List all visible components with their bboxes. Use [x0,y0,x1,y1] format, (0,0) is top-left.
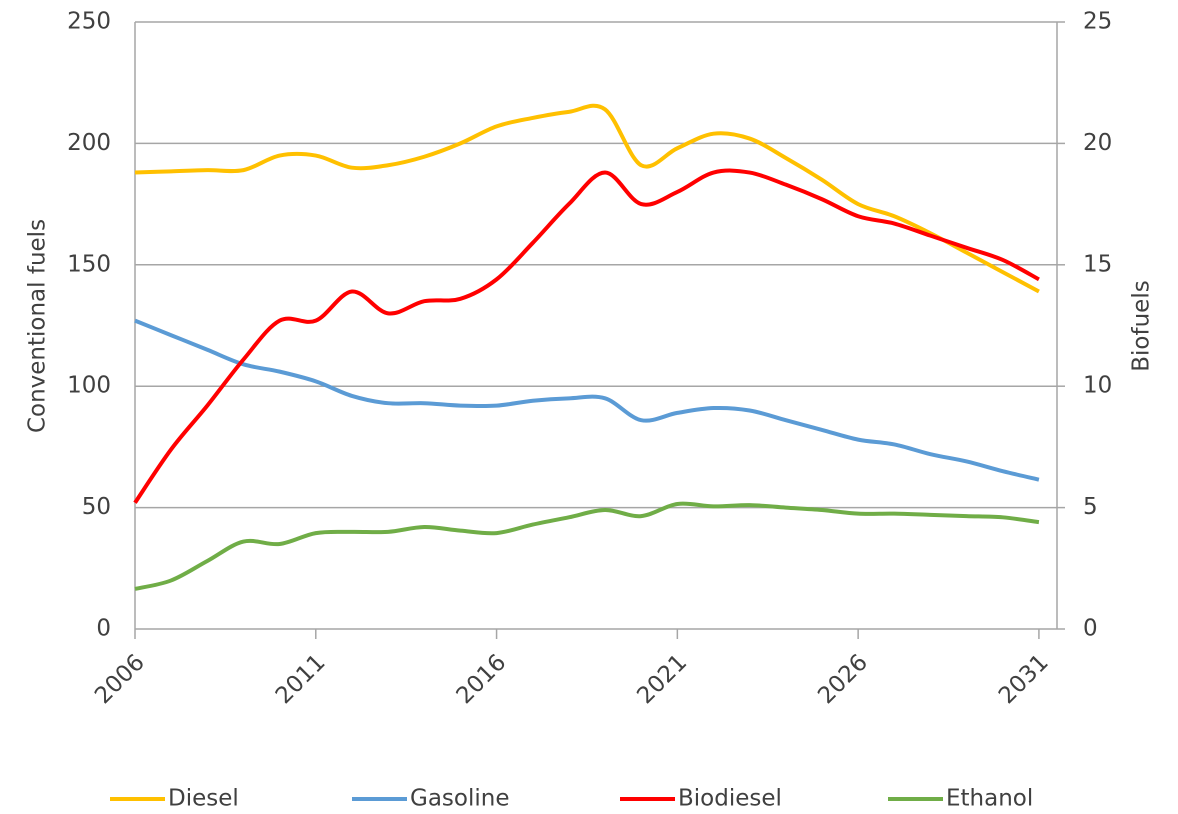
y2-axis-label: Biofuels [1129,280,1155,371]
y2-tick-label: 5 [1083,494,1098,520]
y2-tick-label: 10 [1083,373,1112,399]
y2-tick-label: 25 [1083,9,1112,35]
x-tick-label: 2026 [813,649,873,709]
series-line [134,318,1040,482]
series-line [134,501,1040,591]
x-tick-label: 2031 [994,649,1054,709]
legend-label: Gasoline [410,786,509,812]
y2-tick-label: 0 [1083,616,1098,642]
y-tick-label: 250 [67,9,111,35]
y-tick-label: 200 [67,130,111,156]
x-tick-label: 2021 [632,649,692,709]
y-axis-label: Conventional fuels [25,219,51,433]
series-line [133,168,1040,504]
legend-label: Biodiesel [678,786,782,812]
x-tick-label: 2006 [90,649,150,709]
x-tick-label: 2011 [271,649,331,709]
legend-label: Diesel [168,786,239,812]
legend-label: Ethanol [946,786,1033,812]
y-tick-label: 100 [67,373,111,399]
y2-tick-label: 15 [1083,251,1112,277]
y-tick-label: 50 [82,494,111,520]
series-line [134,103,1040,294]
y-tick-label: 150 [67,251,111,277]
y2-tick-label: 20 [1083,130,1112,156]
y-tick-label: 0 [96,616,111,642]
x-tick-label: 2016 [452,649,512,709]
